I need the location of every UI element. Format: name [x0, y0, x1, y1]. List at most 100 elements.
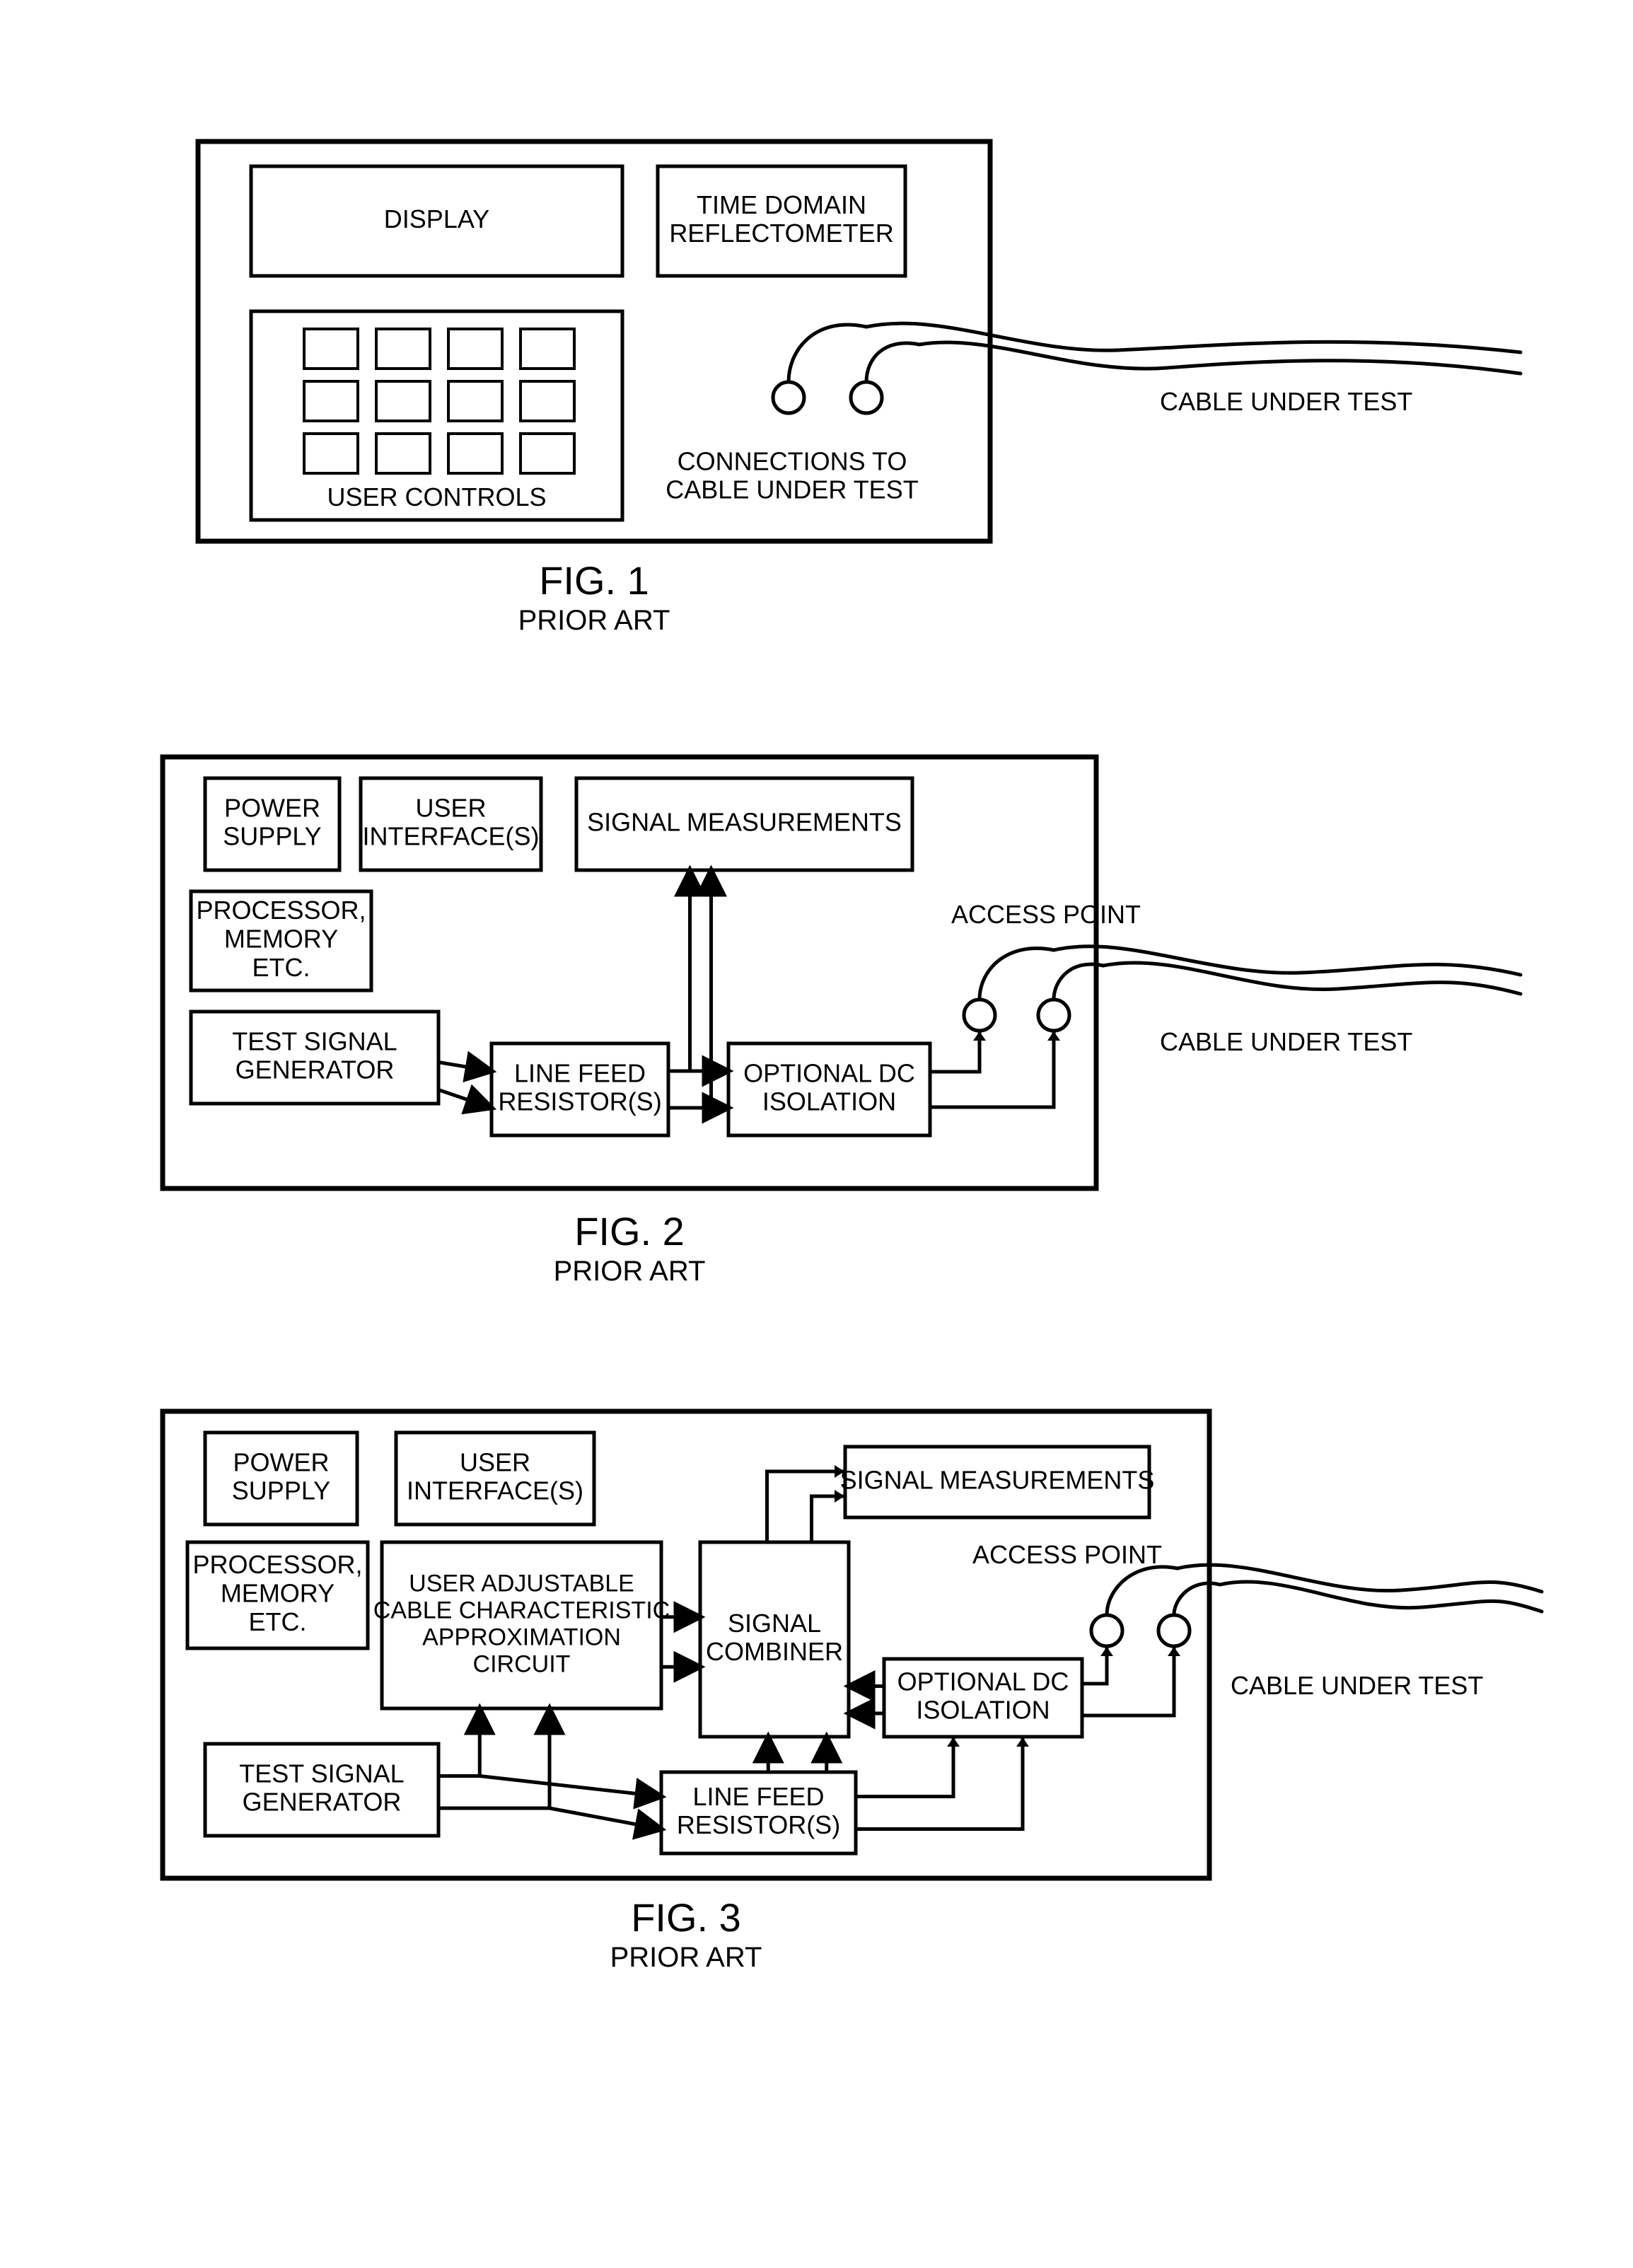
fig3-uacac-label: USER ADJUSTABLE — [409, 1570, 634, 1597]
fig3-tsg-label: TEST SIGNAL — [239, 1759, 404, 1788]
fig1-control-button — [521, 329, 574, 369]
arrowhead — [1100, 1647, 1113, 1656]
fig3-proc-label: PROCESSOR, — [192, 1550, 362, 1579]
fig2-connector-0 — [964, 1000, 995, 1031]
fig2-lead-0 — [980, 949, 1054, 1000]
fig3-cable-top — [1178, 1565, 1542, 1592]
fig2-ui-label: USER — [415, 793, 486, 822]
fig2-dc-conn-2 — [930, 1031, 1054, 1107]
fig2-tsg-lfr-1 — [438, 1063, 492, 1072]
diagram-svg: DISPLAY TIME DOMAINREFLECTOMETER USER CONT… — [0, 0, 1633, 2268]
fig1-control-button — [376, 381, 430, 421]
fig3-ui-label: INTERFACE(S) — [407, 1476, 583, 1505]
fig3-comb-sig-1 — [767, 1471, 846, 1542]
fig2-connector-1 — [1038, 1000, 1069, 1031]
fig2-lfr-label: RESISTOR(S) — [498, 1087, 661, 1116]
fig2-tsg-lfr-2 — [438, 1090, 492, 1109]
fig2-proc-label: ETC. — [252, 953, 310, 982]
fig3-power-label: POWER — [233, 1447, 329, 1476]
fig2-proc-label: MEMORY — [224, 925, 338, 954]
fig3-dc-conn-2 — [1082, 1646, 1174, 1716]
fig3-connector-0 — [1091, 1615, 1122, 1646]
fig2-power-label: SUPPLY — [223, 822, 321, 851]
fig1-control-button — [304, 381, 358, 421]
fig1-conn-label: CABLE UNDER TEST — [666, 475, 918, 504]
fig1-lead-1 — [866, 343, 919, 382]
fig3-comb-label: COMBINER — [706, 1637, 843, 1666]
fig3-lfr-label: RESISTOR(S) — [677, 1810, 840, 1839]
figure-subcaption: PRIOR ART — [554, 1256, 706, 1287]
figure-caption: FIG. 1 — [539, 558, 649, 603]
fig2-power-label: POWER — [224, 793, 320, 822]
fig2-access-label: ACCESS POINT — [951, 900, 1141, 929]
arrowhead — [1016, 1737, 1029, 1747]
fig3-tsg-lfr-1 — [480, 1776, 661, 1797]
fig1-connector-1 — [851, 382, 882, 413]
fig3-lfr-dc-2 — [856, 1737, 1023, 1829]
fig1-cable-top — [866, 323, 1521, 352]
fig1-lead-0 — [789, 325, 866, 382]
fig1-control-button — [376, 434, 430, 473]
fig1-tdr-label: TIME DOMAIN — [697, 190, 866, 219]
fig2-lfr-label: LINE FEED — [514, 1058, 646, 1087]
arrowhead — [947, 1737, 960, 1747]
fig3-power-label: SUPPLY — [232, 1476, 330, 1505]
fig3-uacac-label: APPROXIMATION — [422, 1624, 621, 1651]
fig2-proc-label: PROCESSOR, — [196, 896, 366, 925]
fig3-connector-1 — [1158, 1615, 1190, 1646]
figure-subcaption: PRIOR ART — [610, 1942, 762, 1973]
fig3-proc-label: MEMORY — [221, 1579, 335, 1608]
fig1-control-button — [448, 329, 502, 369]
fig3-dc-label: ISOLATION — [916, 1696, 1050, 1725]
fig3-cable-label: CABLE UNDER TEST — [1231, 1671, 1483, 1700]
fig1-cable-label: CABLE UNDER TEST — [1160, 387, 1412, 416]
fig3-lead-0 — [1107, 1567, 1178, 1615]
figure-caption: FIG. 2 — [574, 1209, 685, 1254]
fig2-cable-label: CABLE UNDER TEST — [1160, 1027, 1412, 1056]
fig3-comb-label: SIGNAL — [728, 1609, 821, 1638]
figure-subcaption: PRIOR ART — [518, 605, 670, 636]
fig3-signal-label: SIGNAL MEASUREMENTS — [840, 1466, 1155, 1495]
fig3-uacac-label: CIRCUIT — [473, 1651, 571, 1678]
fig1-control-button — [376, 329, 430, 369]
fig2-tsg-label: TEST SIGNAL — [232, 1026, 397, 1055]
fig3-uacac-label: CABLE CHARACTERISTIC — [373, 1597, 670, 1624]
fig3-proc-label: ETC. — [248, 1607, 306, 1636]
fig2-tsg-label: GENERATOR — [236, 1055, 395, 1084]
fig1-connector-0 — [773, 382, 804, 413]
arrowhead — [1168, 1647, 1180, 1656]
fig3-dc-label: OPTIONAL DC — [897, 1667, 1069, 1696]
arrowhead — [1047, 1031, 1060, 1041]
arrowhead — [973, 1031, 986, 1041]
fig1-tdr-label: REFLECTOMETER — [669, 219, 893, 248]
figure-caption: FIG. 3 — [631, 1895, 741, 1940]
fig3-cable-bottom — [1220, 1582, 1542, 1612]
fig1-control-button — [521, 381, 574, 421]
fig2-ui-label: INTERFACE(S) — [362, 822, 539, 851]
fig2-dc-label: ISOLATION — [762, 1087, 896, 1116]
fig1-control-button — [304, 434, 358, 473]
fig2-dc-label: OPTIONAL DC — [743, 1058, 915, 1087]
fig3-access-label: ACCESS POINT — [972, 1540, 1162, 1569]
fig3-lfr-dc-1 — [856, 1737, 953, 1797]
fig1-controls-label: USER CONTROLS — [327, 482, 546, 511]
fig3-lfr-label: LINE FEED — [692, 1782, 824, 1811]
fig1-control-button — [448, 434, 502, 473]
fig1-control-button — [448, 381, 502, 421]
fig3-comb-sig-2 — [812, 1496, 846, 1542]
fig1-display-label: DISPLAY — [384, 204, 489, 233]
fig1-cable-bottom — [919, 342, 1521, 374]
fig2-signal-label: SIGNAL MEASUREMENTS — [587, 808, 902, 837]
fig3-ui-label: USER — [460, 1447, 530, 1476]
fig1-conn-label: CONNECTIONS TO — [678, 446, 907, 475]
fig3-dc-conn-1 — [1082, 1646, 1107, 1684]
fig2-dc-conn-1 — [930, 1031, 980, 1072]
fig2-cable-top — [1054, 947, 1521, 975]
fig2-cable-bottom — [1103, 963, 1521, 994]
fig3-tsg-lfr-2 — [550, 1808, 661, 1829]
fig1-control-button — [304, 329, 358, 369]
fig3-tsg-label: GENERATOR — [243, 1788, 402, 1817]
fig1-control-button — [521, 434, 574, 473]
page: DISPLAY TIME DOMAINREFLECTOMETER USER CONT… — [0, 0, 1633, 2268]
fig3-lead-1 — [1174, 1583, 1220, 1615]
